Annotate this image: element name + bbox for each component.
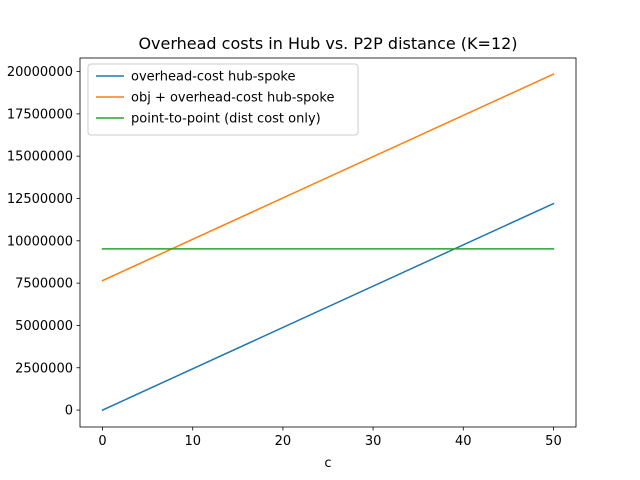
legend-label-1: overhead-cost hub-spoke (131, 70, 295, 85)
x-tick-label: 0 (98, 434, 106, 449)
legend-label-2: obj + overhead-cost hub-spoke (131, 91, 334, 106)
y-tick-label: 17500000 (7, 107, 73, 122)
plot-area: 0 10 20 30 40 50 0 2500000 5000000 7500000 1000000… (7, 57, 577, 449)
series-line-1 (101, 202, 555, 412)
x-tick-label: 50 (545, 434, 562, 449)
x-tick-label: 20 (275, 434, 292, 449)
legend-box (87, 63, 359, 136)
y-tick-label: 10000000 (7, 234, 73, 249)
y-tick-label: 0 (65, 404, 73, 419)
y-tick-label: 20000000 (7, 65, 73, 80)
y-tick-label: 15000000 (7, 150, 73, 165)
y-tick-label: 5000000 (15, 319, 73, 334)
y-tick-label: 7500000 (15, 277, 73, 292)
legend-label-3: point-to-point (dist cost only) (131, 112, 321, 127)
chart-title: Overhead costs in Hub vs. P2P distance (… (138, 34, 517, 53)
y-tick-label: 12500000 (7, 192, 73, 207)
x-axis-label: c (324, 456, 331, 471)
axes-frame (79, 57, 577, 428)
y-tick-label: 2500000 (15, 361, 73, 376)
x-tick-label: 10 (184, 434, 201, 449)
x-tick-label: 40 (455, 434, 472, 449)
x-tick-label: 30 (365, 434, 382, 449)
series-line-2 (101, 73, 555, 282)
